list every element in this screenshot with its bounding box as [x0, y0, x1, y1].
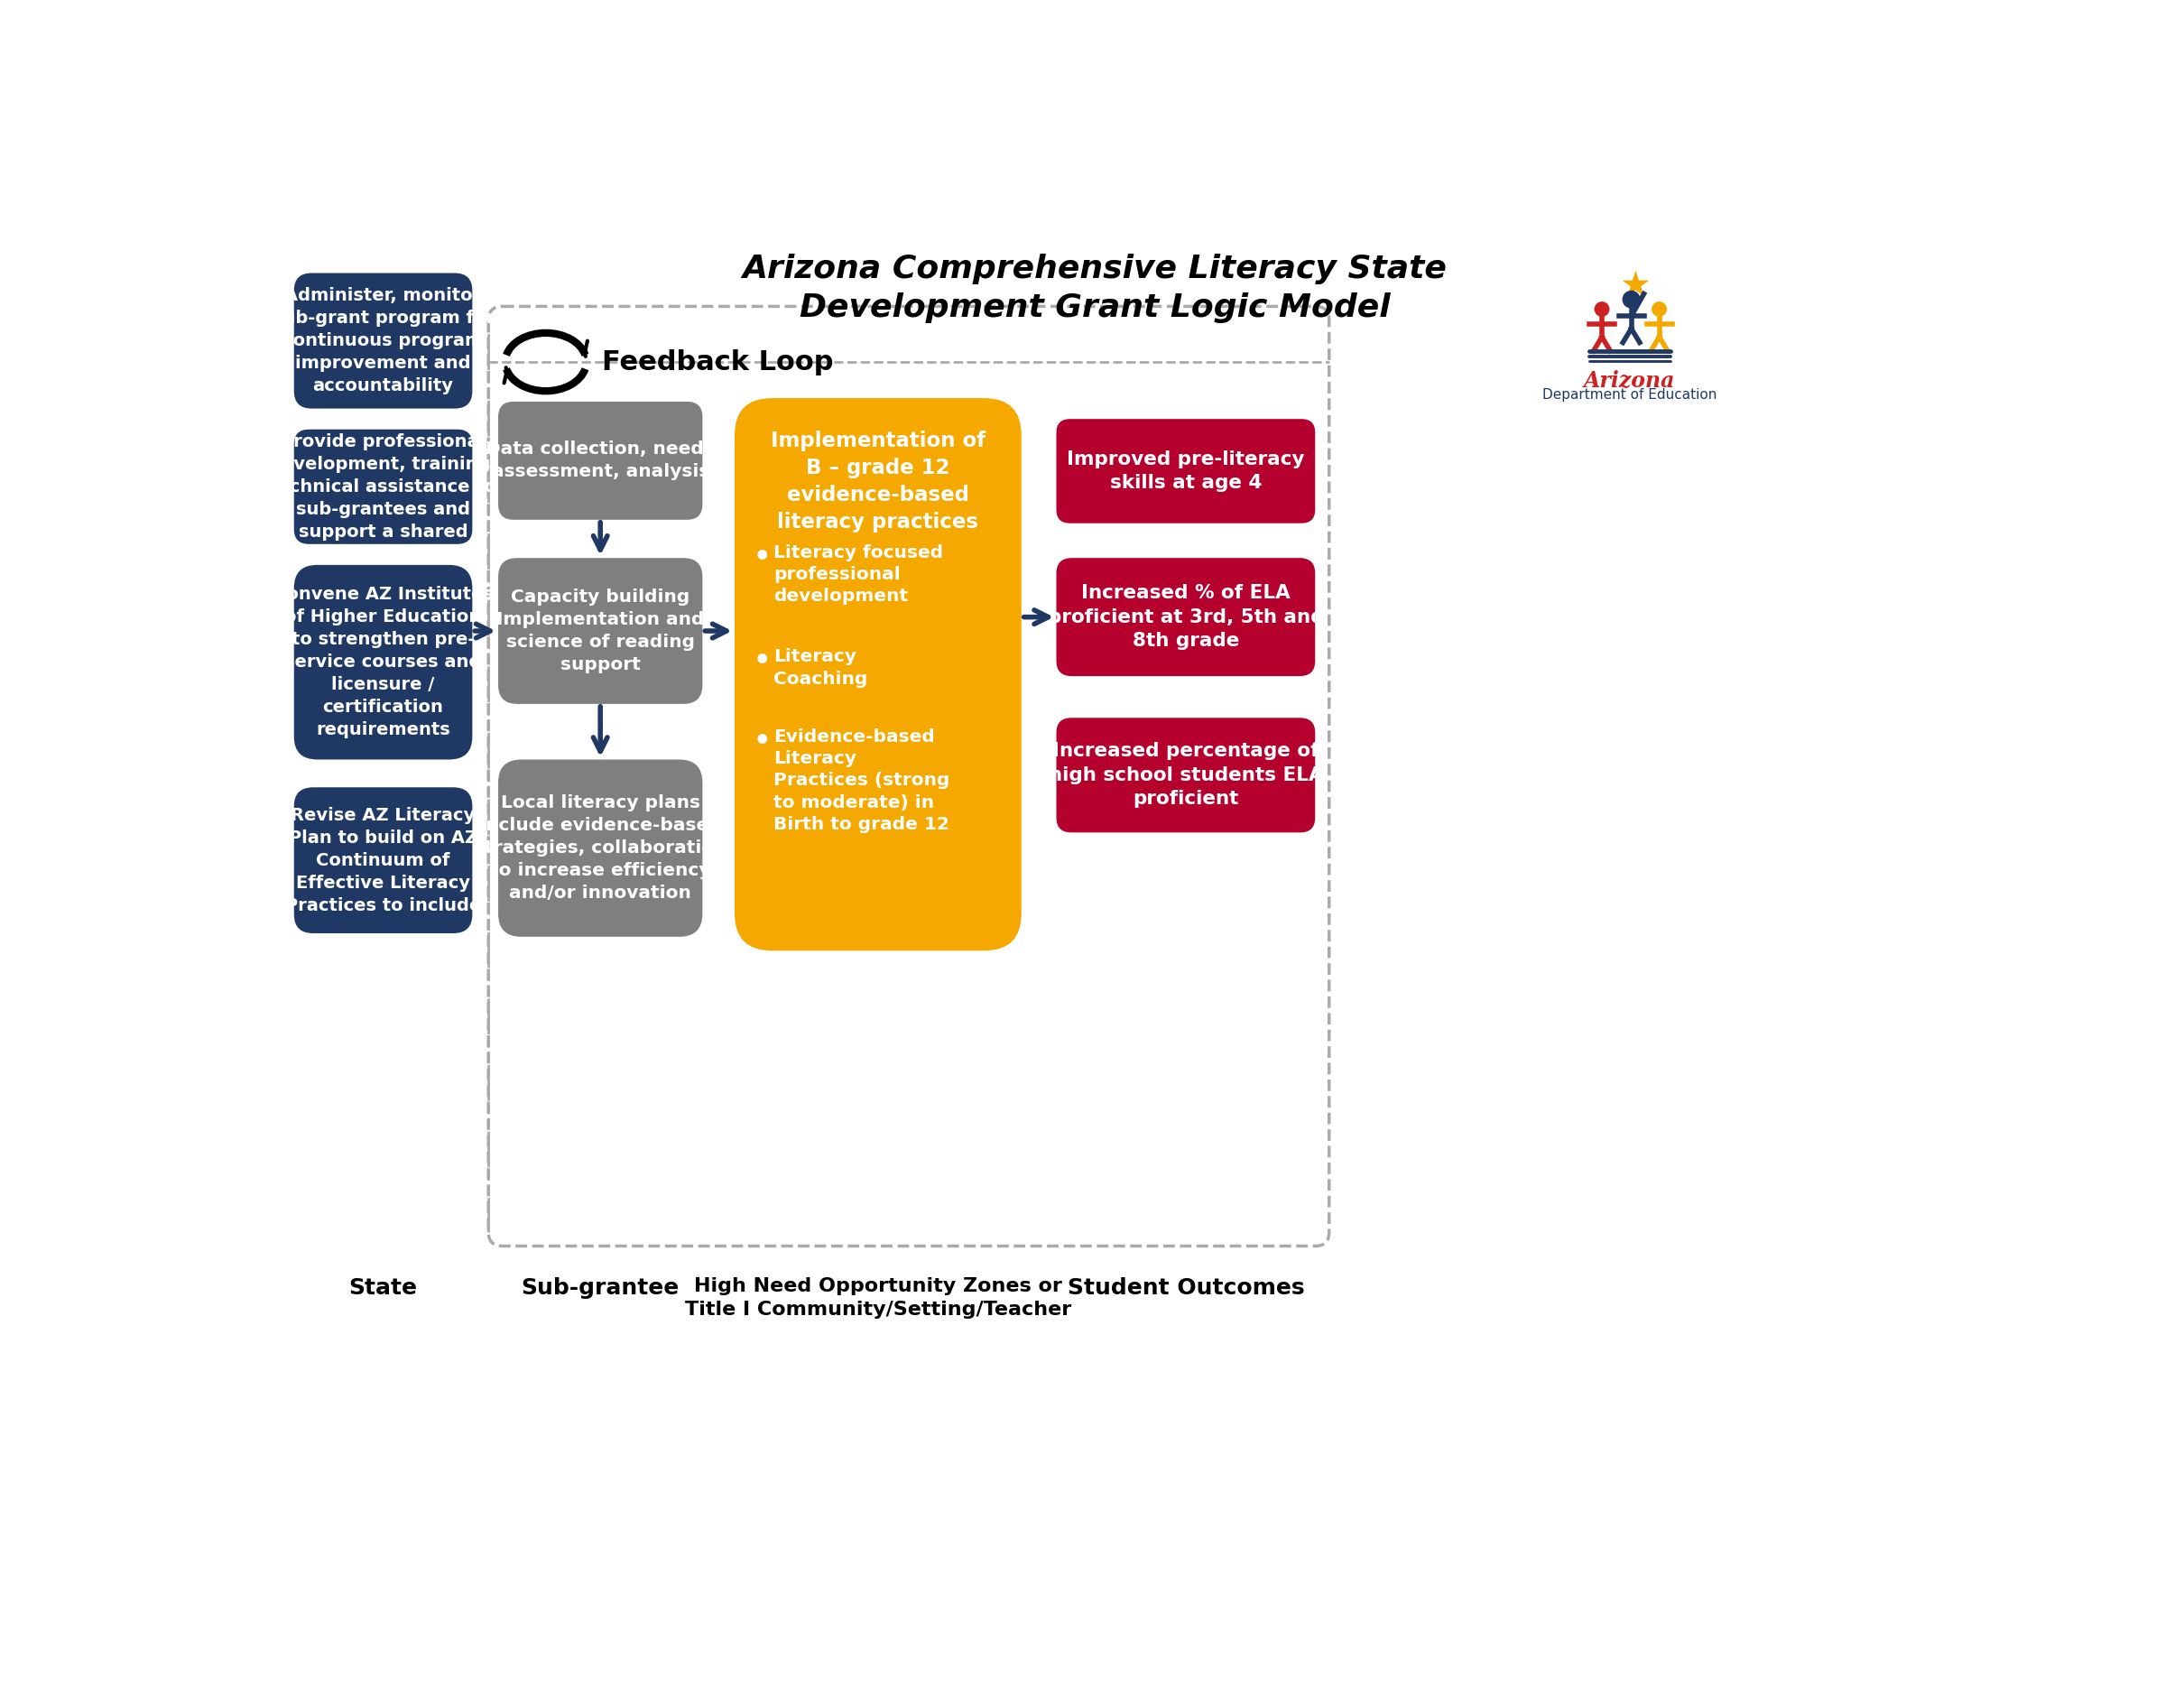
Text: Arizona: Arizona	[1583, 370, 1675, 392]
Text: Provide professional
development, training,
technical assistance to
sub-grantees: Provide professional development, traini…	[269, 432, 498, 541]
Text: Sub-grantee: Sub-grantee	[522, 1277, 679, 1299]
Text: Implementation of
B – grade 12
evidence-based
literacy practices: Implementation of B – grade 12 evidence-…	[771, 431, 985, 533]
Circle shape	[1594, 302, 1610, 315]
Text: Arizona Comprehensive Literacy State: Arizona Comprehensive Literacy State	[743, 254, 1448, 285]
Text: ★: ★	[1621, 268, 1651, 302]
Text: Development Grant Logic Model: Development Grant Logic Model	[799, 292, 1391, 324]
FancyBboxPatch shape	[1057, 717, 1315, 833]
FancyBboxPatch shape	[1057, 419, 1315, 524]
Text: •: •	[753, 648, 771, 675]
Text: Improved pre-literacy
skills at age 4: Improved pre-literacy skills at age 4	[1066, 449, 1304, 492]
FancyBboxPatch shape	[498, 760, 703, 936]
Circle shape	[1653, 302, 1666, 315]
Text: Convene AZ Institutes
of Higher Education
to strengthen pre-
service courses and: Convene AZ Institutes of Higher Educatio…	[273, 585, 494, 738]
Text: Literacy focused
professional
development: Literacy focused professional developmen…	[773, 544, 943, 605]
Text: Local literacy plans
include evidence-based
strategies, collaboration
to increas: Local literacy plans include evidence-ba…	[474, 794, 727, 902]
Text: Capacity building
Implementation and
science of reading
support: Capacity building Implementation and sci…	[496, 589, 703, 673]
Text: Feedback Loop: Feedback Loop	[603, 349, 834, 375]
FancyBboxPatch shape	[498, 558, 703, 704]
Text: •: •	[753, 544, 771, 570]
Text: State: State	[349, 1277, 417, 1299]
FancyBboxPatch shape	[295, 565, 472, 760]
Text: Revise AZ Literacy
Plan to build on AZ
Continuum of
Effective Literacy
Practices: Revise AZ Literacy Plan to build on AZ C…	[286, 807, 480, 914]
Text: Data collection, needs
assessment, analysis: Data collection, needs assessment, analy…	[485, 441, 714, 480]
Circle shape	[1623, 292, 1640, 307]
Text: Increased % of ELA
proficient at 3rd, 5th and
8th grade: Increased % of ELA proficient at 3rd, 5t…	[1048, 583, 1324, 650]
FancyBboxPatch shape	[295, 429, 472, 544]
Text: Department of Education: Department of Education	[1542, 388, 1717, 402]
Text: Evidence-based
Literacy
Practices (strong
to moderate) in
Birth to grade 12: Evidence-based Literacy Practices (stron…	[773, 728, 950, 833]
FancyBboxPatch shape	[1057, 558, 1315, 677]
Text: •: •	[753, 728, 771, 755]
Text: Literacy
Coaching: Literacy Coaching	[773, 648, 867, 687]
Text: High Need Opportunity Zones or
Title I Community/Setting/Teacher: High Need Opportunity Zones or Title I C…	[686, 1277, 1070, 1318]
FancyBboxPatch shape	[734, 399, 1022, 951]
FancyBboxPatch shape	[295, 273, 472, 409]
FancyBboxPatch shape	[498, 402, 703, 519]
Text: Increased percentage of
high school students ELA
proficient: Increased percentage of high school stud…	[1048, 743, 1324, 807]
Text: Student Outcomes: Student Outcomes	[1068, 1277, 1304, 1299]
Text: Administer, monitor
sub-grant program for
continuous program
improvement and
acc: Administer, monitor sub-grant program fo…	[273, 287, 494, 395]
FancyBboxPatch shape	[295, 787, 472, 933]
